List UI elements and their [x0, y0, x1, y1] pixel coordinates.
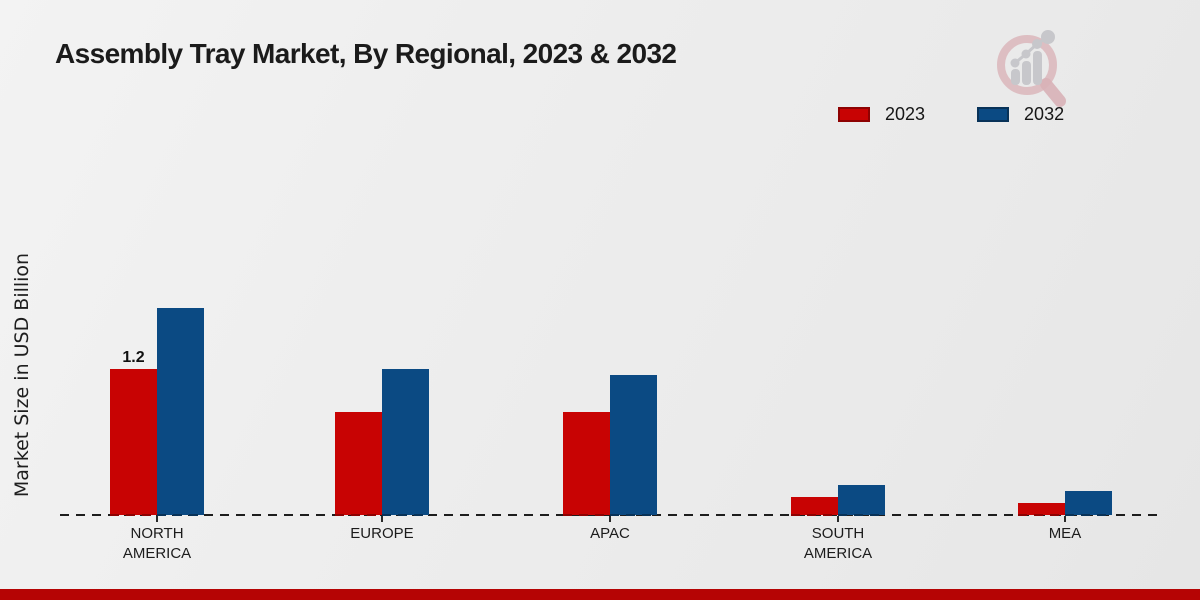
x-axis-tick	[156, 516, 159, 522]
category-label-south-america: SOUTH AMERICA	[803, 525, 873, 562]
legend-label: 2032	[1024, 104, 1065, 124]
bar-group-north-america: 1.2	[110, 308, 205, 516]
x-axis-tick	[837, 516, 840, 522]
plot-area: 1.2 NORTH AMERICA EUROPE APAC SOUTH AMERICA M…	[60, 215, 1160, 562]
bottom-accent-strip	[0, 589, 1200, 600]
bar-group-south-america	[791, 485, 886, 516]
bar-2032-apac	[610, 375, 657, 516]
legend: 2023 2032	[838, 104, 1064, 125]
bar-2032-north-america	[157, 308, 205, 516]
legend-label: 2023	[885, 104, 926, 124]
legend-swatch-2032	[977, 107, 1010, 122]
legend-swatch-2023	[838, 107, 870, 122]
legend-item-2032: 2032	[977, 104, 1064, 125]
bar-group-mea	[1017, 491, 1112, 516]
bar-group-europe	[334, 369, 429, 516]
bar-2023-apac	[563, 412, 610, 516]
bar-2023-europe	[334, 412, 382, 516]
legend-item-2023: 2023	[838, 104, 925, 125]
magnifier-growth-chart-logo	[997, 30, 1066, 107]
bar-2023-north-america: 1.2	[110, 349, 158, 516]
x-axis-tick	[1063, 516, 1066, 522]
category-label-apac: APAC	[590, 525, 630, 542]
category-label-north-america: NORTH AMERICA	[122, 525, 192, 562]
x-axis-tick	[609, 516, 611, 522]
y-axis-label: Market Size in USD Billion	[11, 252, 33, 498]
bar-value-label: 1.2	[122, 349, 145, 366]
bar-2023-mea	[1017, 503, 1065, 516]
category-label-europe: EUROPE	[350, 525, 414, 542]
chart-title: Assembly Tray Market, By Regional, 2023 …	[55, 38, 677, 69]
bar-2023-south-america	[791, 497, 839, 516]
x-axis-tick	[380, 516, 383, 522]
bar-2032-europe	[381, 369, 429, 516]
bar-2032-south-america	[838, 485, 886, 516]
bar-group-apac	[563, 375, 657, 516]
bar-2032-mea	[1064, 491, 1112, 516]
category-label-mea: MEA	[1048, 525, 1082, 542]
